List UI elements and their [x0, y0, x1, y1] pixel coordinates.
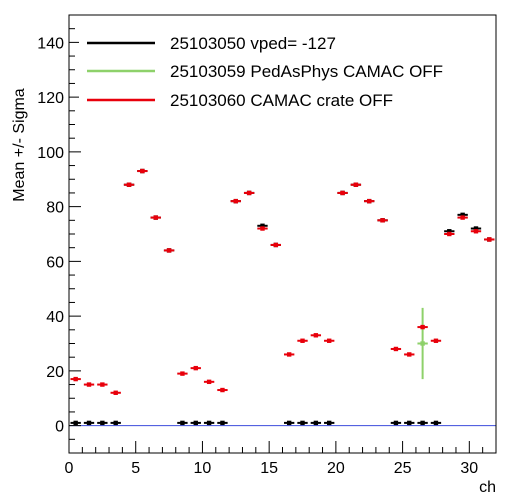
series-3-point-marker	[233, 198, 238, 204]
y-tick-label: 120	[37, 90, 64, 107]
series-3-point-marker	[126, 182, 132, 187]
series-3-point-marker	[286, 352, 292, 357]
series-1-point-marker	[86, 420, 92, 426]
series-2-point-marker	[420, 341, 425, 346]
series-3-point-marker	[180, 371, 185, 376]
series-1-point-marker	[220, 420, 225, 426]
series-1-point-marker	[407, 420, 412, 426]
series-3-point-marker	[193, 365, 198, 371]
series-3-point-marker	[273, 242, 279, 248]
series-3-point-marker	[407, 352, 412, 357]
axes: 0 5 10 15 20 25 30 0 20 40 60 80 100 120 140	[37, 14, 497, 477]
y-tick-label: 40	[46, 309, 64, 326]
series-1-point-marker	[73, 420, 78, 426]
series-1-point-marker	[206, 420, 212, 426]
series-3-point-marker	[300, 338, 305, 343]
y-axis-title: Mean +/- Sigma	[11, 88, 28, 201]
y-tick-label: 100	[37, 145, 64, 162]
y-tick-label: 140	[37, 35, 64, 52]
legend-label-series-1: 25103050 vped= -127	[170, 34, 336, 53]
series-1-point-marker	[193, 420, 198, 426]
legend: 25103050 vped= -127 25103059 PedAsPhys C…	[79, 27, 443, 116]
series-3-point-marker	[340, 190, 345, 196]
series-1-point-marker	[286, 420, 292, 426]
y-tick-label: 80	[46, 200, 64, 217]
series-3-point-marker	[246, 190, 252, 196]
series-3-point-marker	[206, 379, 212, 385]
legend-label-series-2: 25103059 PedAsPhys CAMAC OFF	[170, 62, 443, 81]
series-1-point-marker	[473, 226, 479, 231]
series-3-point-marker	[73, 376, 78, 382]
series-3-point-marker	[367, 198, 372, 204]
series-1-point-marker	[180, 420, 185, 426]
y-tick-label: 20	[46, 364, 64, 381]
series-3-point-marker	[380, 218, 385, 223]
series-3-point-marker	[353, 182, 359, 187]
series-1-point-marker	[447, 229, 452, 234]
series-3-point-marker	[393, 346, 399, 352]
series-3-point-marker	[327, 338, 332, 343]
y-tick-label: 60	[46, 254, 64, 271]
series-3-point-marker	[420, 324, 425, 330]
data-marks	[69, 168, 496, 427]
series-1-point-marker	[327, 420, 332, 426]
series-3-point-marker	[313, 333, 319, 338]
series-1-point-marker	[460, 212, 465, 218]
series-3-point-marker	[460, 215, 465, 220]
legend-label-series-3: 25103060 CAMAC crate OFF	[170, 91, 393, 110]
x-tick-label: 10	[194, 460, 212, 477]
series-3-point-marker	[473, 229, 479, 234]
series-1-point-marker	[260, 223, 265, 228]
series-3-point-marker	[166, 248, 172, 253]
series-3-point-marker	[140, 168, 145, 174]
series-3-point-marker	[447, 231, 452, 237]
x-tick-label: 0	[65, 460, 74, 477]
series-3-point-marker	[260, 226, 265, 231]
series-1-point-marker	[313, 420, 319, 426]
series-3-point-marker	[113, 390, 118, 395]
x-tick-label: 25	[394, 460, 412, 477]
x-tick-label: 5	[131, 460, 140, 477]
series-3-point-marker	[100, 382, 105, 387]
series-3-point-marker	[86, 382, 92, 387]
series-1-point-marker	[113, 420, 118, 426]
series-3-point-marker	[433, 338, 439, 343]
x-tick-label: 15	[260, 460, 278, 477]
x-tick-label: 30	[460, 460, 478, 477]
series-1-point-marker	[433, 420, 439, 426]
series-1-point-marker	[100, 420, 105, 426]
series-3-point-marker	[153, 215, 158, 220]
series-3-point-marker	[487, 237, 492, 242]
x-tick-label: 20	[327, 460, 345, 477]
x-axis-title: ch	[479, 479, 496, 496]
series-1-point-marker	[393, 420, 399, 426]
series-3-point-marker	[220, 387, 225, 393]
series-1-point-marker	[300, 420, 305, 426]
y-tick-label: 0	[55, 419, 64, 436]
series-1-point-marker	[420, 420, 425, 426]
